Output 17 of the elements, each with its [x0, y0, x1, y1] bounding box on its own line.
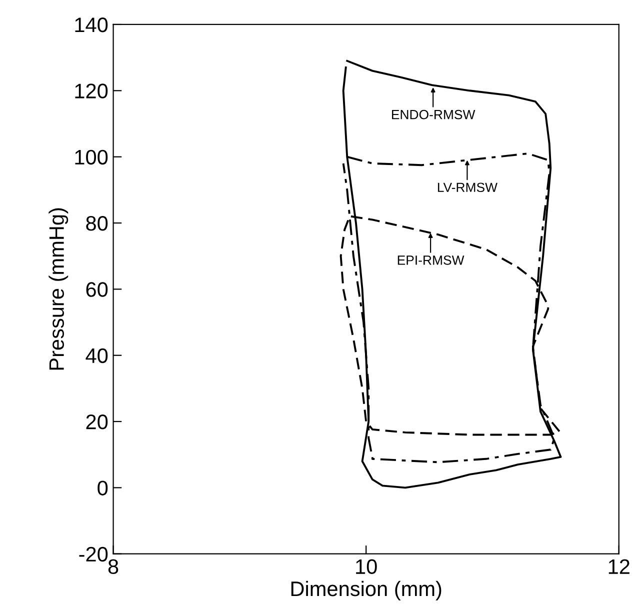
y-tick-label: 80	[86, 216, 108, 231]
y-tick-label: 40	[86, 348, 108, 364]
x-tick-label: 10	[356, 559, 377, 574]
annotation: LV-RMSW	[438, 182, 498, 192]
x-tick-label: 8	[108, 559, 118, 574]
y-tick-label: 20	[86, 414, 108, 430]
y-tick-label: 60	[86, 282, 108, 297]
y-axis-title: Pressure (mmHg)	[48, 208, 68, 370]
y-tick-label: -20	[79, 546, 108, 562]
y-tick-label: 100	[75, 150, 108, 165]
y-tick-label: 120	[75, 84, 108, 98]
x-tick-label: 12	[608, 559, 630, 574]
annotation: EPI-RMSW	[398, 255, 464, 265]
y-tick-label: 0	[98, 480, 108, 496]
x-axis-title: Dimension (mm)	[291, 580, 442, 600]
y-tick-label: 140	[75, 17, 108, 32]
annotation: ENDO-RMSW	[392, 110, 476, 120]
